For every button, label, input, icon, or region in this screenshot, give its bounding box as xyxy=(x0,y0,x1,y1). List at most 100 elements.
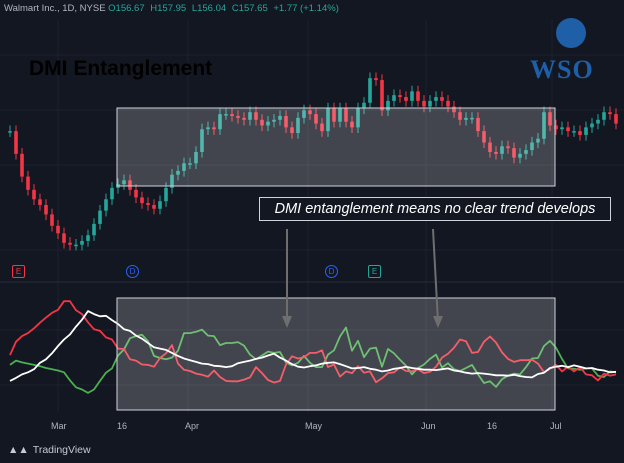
candle xyxy=(260,119,264,126)
candle xyxy=(104,199,108,211)
candle xyxy=(320,123,324,132)
minus-di-line xyxy=(9,300,617,384)
candle xyxy=(380,80,384,111)
candle xyxy=(206,127,210,130)
candle xyxy=(404,97,408,101)
candle xyxy=(98,210,102,224)
footer-area xyxy=(0,413,624,463)
candle xyxy=(230,114,234,116)
candle xyxy=(488,142,492,152)
arrow-head xyxy=(282,316,292,328)
candle xyxy=(386,100,390,111)
candle xyxy=(590,123,594,128)
earnings-event-marker[interactable]: E xyxy=(12,265,25,278)
dividend-event-marker[interactable]: D xyxy=(325,265,338,278)
wso-logo: WSO xyxy=(530,55,594,84)
change-value: +1.77 (+1.14%) xyxy=(273,3,339,14)
candle xyxy=(26,176,30,190)
footer-brand: ▲▲ TradingView xyxy=(8,444,91,456)
x-tick-label: Mar xyxy=(51,421,67,431)
globe-icon xyxy=(556,18,586,48)
candle xyxy=(302,110,306,118)
callout-annotation: DMI entanglement means no clear trend de… xyxy=(259,197,611,221)
adx-line xyxy=(9,310,617,382)
high-value: H157.95 xyxy=(150,3,187,14)
candle xyxy=(146,203,150,205)
candle xyxy=(296,117,300,134)
candle xyxy=(44,204,48,215)
candle xyxy=(446,100,450,107)
candle xyxy=(500,146,504,154)
candle xyxy=(20,153,24,177)
candle xyxy=(614,114,618,124)
candle xyxy=(452,106,456,113)
highlight-box-price xyxy=(116,107,556,187)
candle xyxy=(62,233,66,243)
earnings-event-marker[interactable]: E xyxy=(368,265,381,278)
candle xyxy=(338,108,342,122)
candle xyxy=(332,108,336,122)
tradingview-logo-icon: ▲▲ xyxy=(8,444,29,456)
candle xyxy=(278,116,282,120)
candle xyxy=(218,114,222,130)
arrow-head xyxy=(433,316,443,328)
candle xyxy=(464,117,468,120)
candle xyxy=(458,112,462,120)
candle xyxy=(194,151,198,164)
candle xyxy=(416,91,420,101)
tradingview-label: TradingView xyxy=(32,444,91,456)
candle xyxy=(572,131,576,133)
candle xyxy=(374,78,378,81)
low-value: L156.04 xyxy=(191,3,227,14)
candle xyxy=(8,131,12,133)
candle xyxy=(326,108,330,132)
candle xyxy=(350,121,354,128)
candle xyxy=(38,199,42,205)
candle xyxy=(584,127,588,135)
x-tick-label: 16 xyxy=(117,421,128,431)
candle xyxy=(224,114,228,116)
candle xyxy=(368,78,372,103)
symbol-name: Walmart Inc., 1D, NYSE xyxy=(4,3,106,14)
candle xyxy=(434,97,438,101)
candle xyxy=(182,163,186,171)
candle xyxy=(14,131,18,154)
candle xyxy=(554,125,558,130)
open-value: O156.67 xyxy=(108,3,145,14)
chart-title: DMI Entanglement xyxy=(29,57,213,80)
candle xyxy=(566,127,570,132)
candle xyxy=(392,95,396,101)
candle xyxy=(266,121,270,126)
candle xyxy=(158,201,162,209)
candle xyxy=(272,119,276,122)
candle xyxy=(608,112,612,115)
x-tick-label: Jul xyxy=(550,421,562,431)
candle xyxy=(476,117,480,132)
x-tick-label: May xyxy=(305,421,323,431)
candle xyxy=(308,110,312,115)
candle xyxy=(80,240,84,245)
candle xyxy=(200,129,204,152)
candle xyxy=(254,112,258,120)
candle xyxy=(314,114,318,124)
highlight-box-dmi xyxy=(116,297,556,411)
candle xyxy=(128,180,132,190)
candle xyxy=(440,97,444,101)
candle xyxy=(422,100,426,107)
x-tick-label: Jun xyxy=(421,421,436,431)
candle xyxy=(170,174,174,188)
candle xyxy=(86,235,90,241)
x-tick-label: Apr xyxy=(185,421,200,431)
candle xyxy=(242,117,246,120)
candle xyxy=(164,187,168,202)
candle xyxy=(518,153,522,158)
candle xyxy=(596,119,600,124)
dividend-event-marker[interactable]: D xyxy=(126,265,139,278)
close-value: C157.65 xyxy=(231,3,268,14)
candle xyxy=(92,223,96,236)
candle xyxy=(32,189,36,200)
candle xyxy=(512,148,516,158)
candle xyxy=(482,131,486,143)
candle xyxy=(212,127,216,130)
